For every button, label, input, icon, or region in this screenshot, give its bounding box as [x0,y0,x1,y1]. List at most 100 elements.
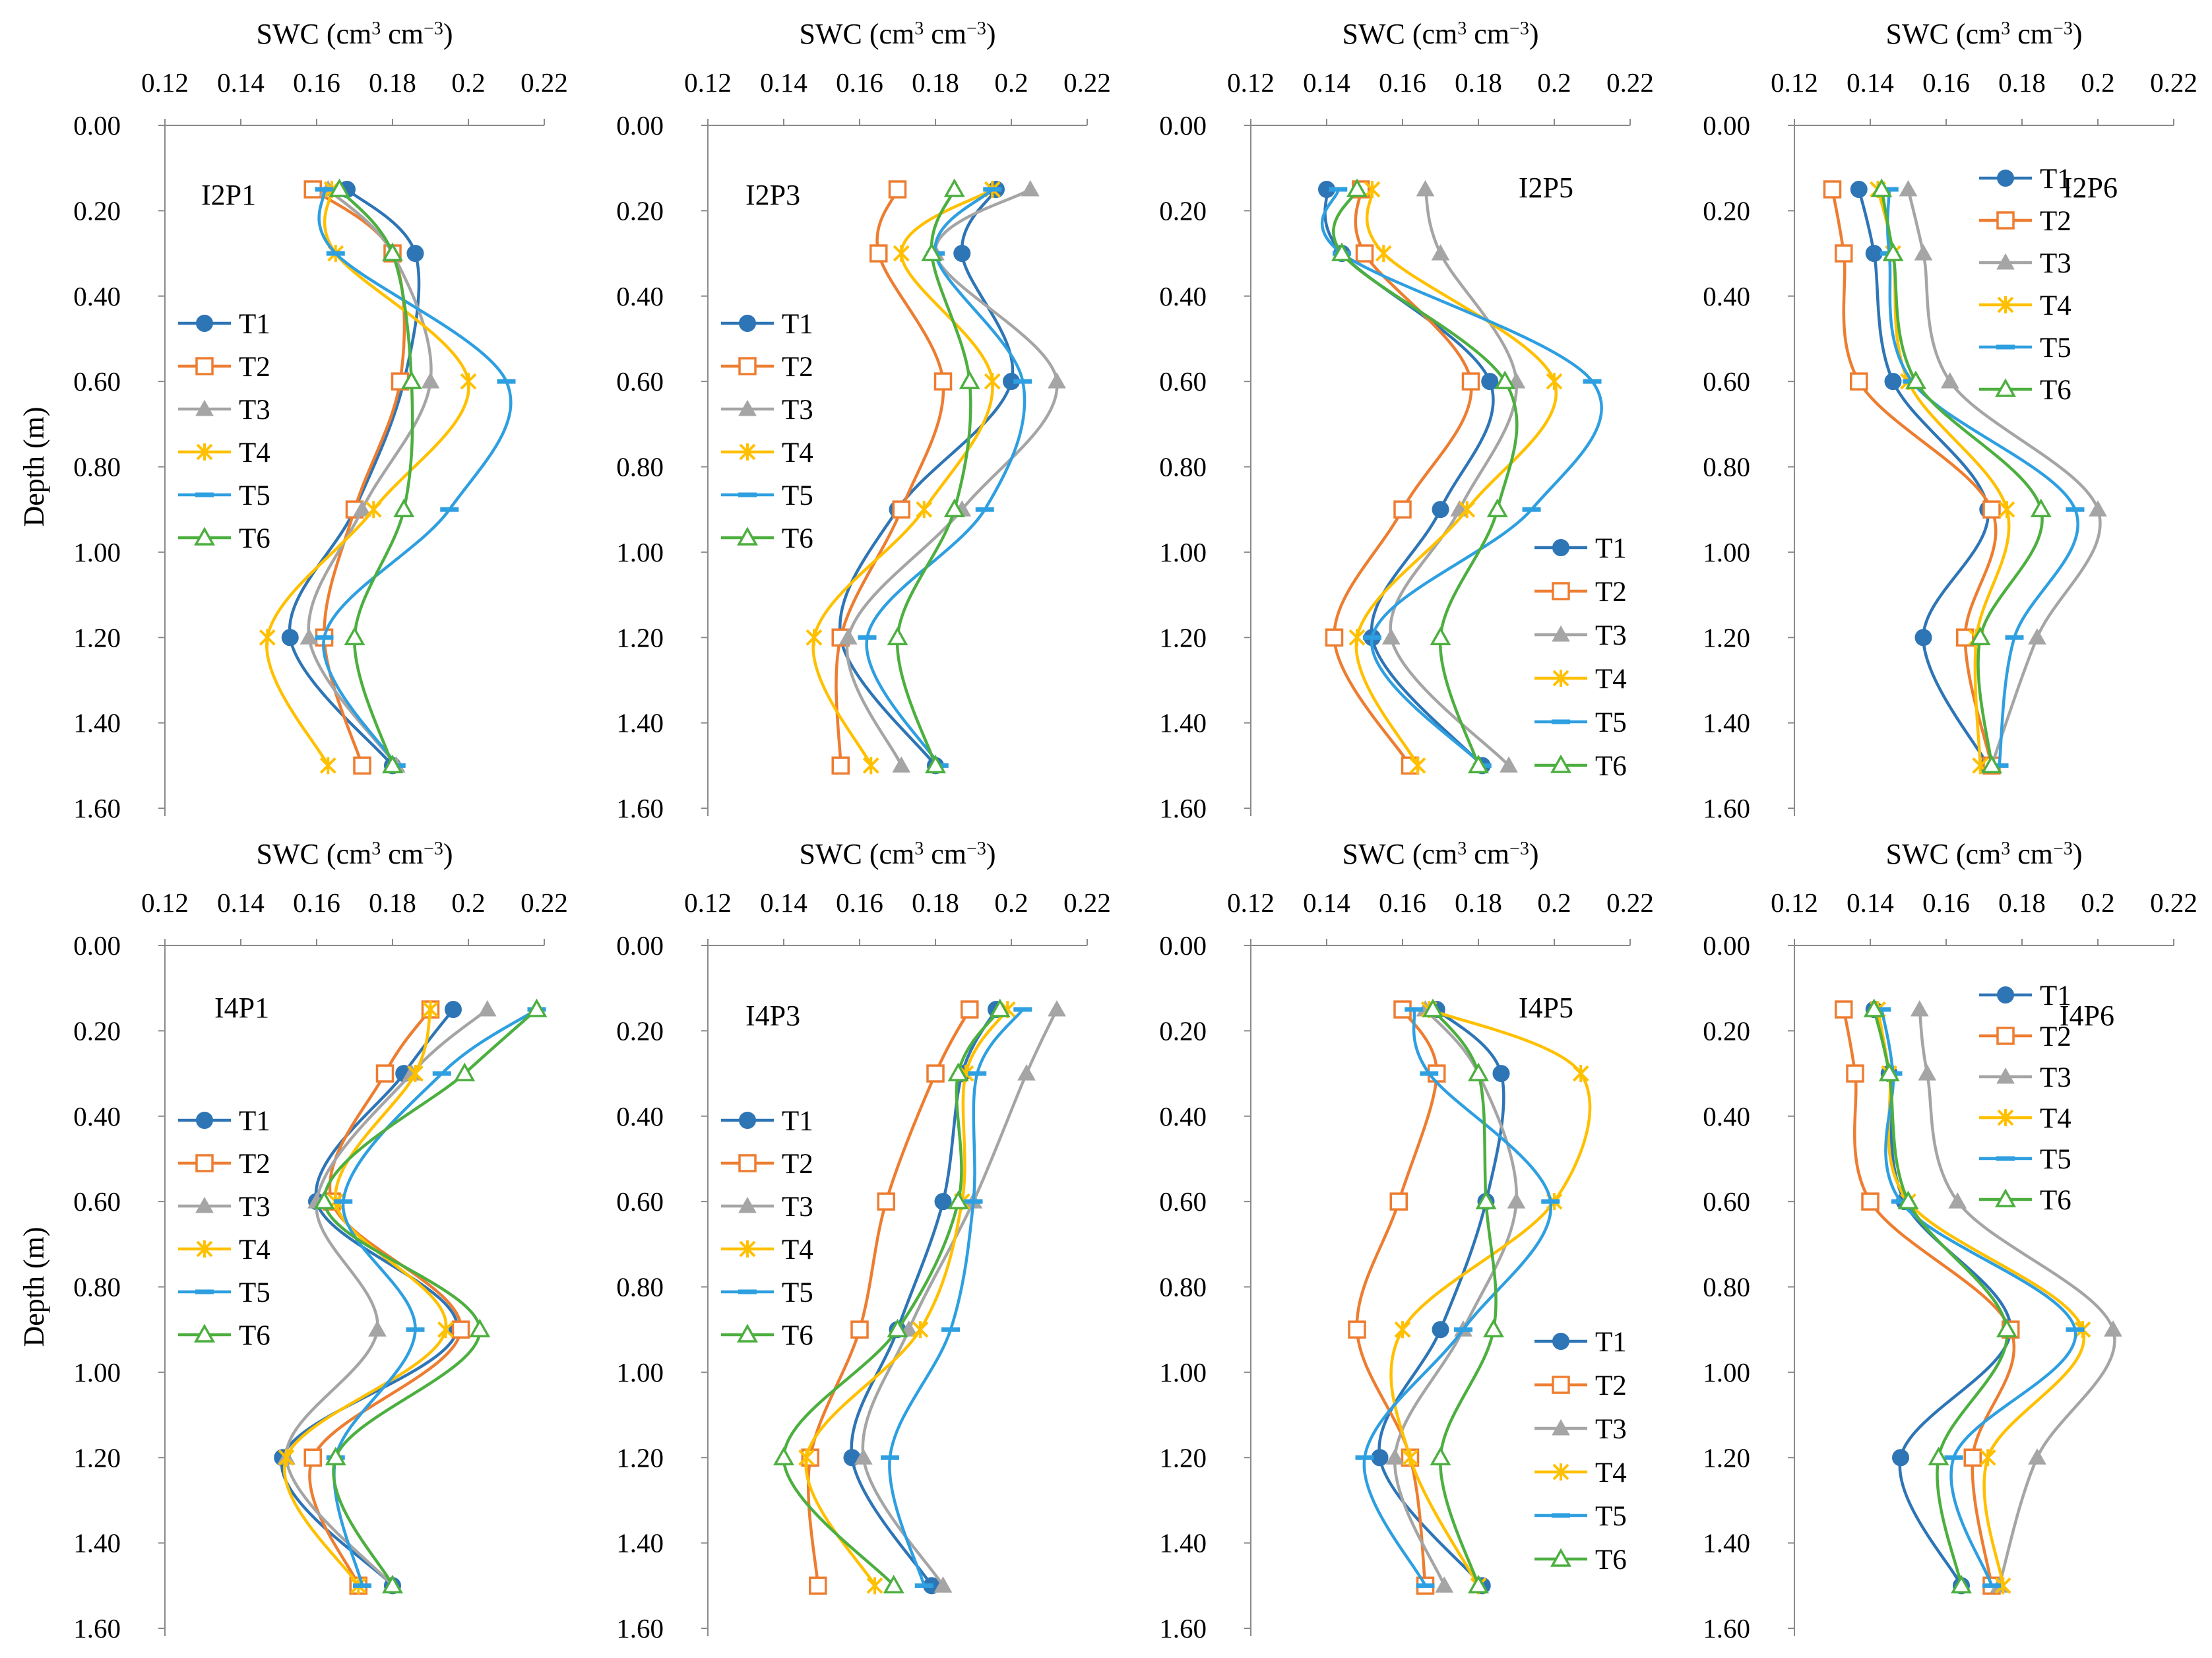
y-tick-label: 0.20 [1703,195,1750,226]
x-tick-label: 0.16 [1379,887,1426,918]
panel-label: I4P3 [745,1000,800,1032]
legend-label-t5: T5 [239,480,270,511]
data-point-t3 [1416,180,1435,197]
data-point-t3 [353,500,371,517]
data-point-t4 [437,1321,454,1339]
legend-marker-t3 [1552,625,1570,642]
x-axis-title-part: ) [1529,18,1539,50]
series-line-t2 [1355,1008,1439,1586]
x-axis-title-part: ) [2073,18,2083,50]
y-tick-label: 1.60 [1159,793,1207,823]
y-tick-label: 1.40 [1159,1528,1207,1558]
series-line-t2 [1831,189,1998,766]
data-point-t6 [959,370,980,389]
legend-label-t2: T2 [2040,206,2071,237]
legend-label-t6: T6 [239,523,270,554]
data-point-t2 [1325,628,1344,647]
legend-label-t2: T2 [239,352,270,383]
data-point-t1 [1850,181,1868,199]
legend-label-t4: T4 [782,1234,813,1265]
data-point-t4 [1998,501,2015,519]
x-tick-label: 0.14 [760,887,807,918]
legend-marker-t4 [739,443,756,461]
legend-marker-t4 [1997,296,2014,313]
x-axis-title-part: cm [924,838,966,870]
data-point-t2 [1846,1064,1864,1083]
x-axis-title: SWC (cm3 cm−3) [257,838,453,870]
x-axis-title-part: SWC (cm [257,18,372,50]
panel-i2p1: 0.12 0.14 0.16 0.18 0.2 0.22 0.00 0.20 0.40 0.60 0… [18,18,568,823]
data-point-t1 [1432,1321,1449,1339]
data-point-t3 [838,628,858,645]
y-tick-label: 0.80 [1703,1272,1750,1302]
y-tick-label: 1.40 [616,708,664,738]
data-point-t2 [353,756,371,775]
data-point-t6 [1897,1190,1919,1209]
data-point-t2 [809,1576,827,1595]
legend-label-t6: T6 [2040,1185,2071,1216]
data-point-t3 [1381,628,1401,645]
panel-i2p5: 0.12 0.14 0.16 0.18 0.2 0.22 0.00 0.20 0.40 0.60 0… [1159,18,1654,823]
data-point-t4 [1979,1449,1996,1467]
data-point-t4 [806,629,823,647]
data-point-t3 [2089,500,2107,517]
data-point-t6 [1430,626,1451,645]
series-line-t3 [1918,1009,2116,1586]
x-tick-label: 0.14 [760,67,807,98]
legend-label-t6: T6 [1595,1545,1627,1576]
y-tick-label: 1.00 [616,1357,664,1387]
legend-marker-t6 [194,526,215,546]
legend-label-t5: T5 [2040,1144,2071,1175]
x-axis-title-superscript: 3 [914,839,924,859]
legend-label-t3: T3 [2040,248,2071,279]
y-tick-label: 1.20 [73,622,121,653]
data-point-t6 [887,1318,908,1337]
y-tick-label: 0.40 [1703,281,1750,311]
y-tick-label: 0.60 [616,1186,664,1217]
x-axis-title-superscript: −3 [966,18,986,39]
data-point-t6 [1871,178,1893,197]
data-point-t3 [1918,1064,1937,1081]
legend-label-t1: T1 [2040,164,2071,195]
data-point-t2 [1348,1320,1366,1339]
legend-label-t2: T2 [239,1149,270,1180]
legend-label-t4: T4 [239,437,270,468]
legend-marker-t6 [1995,378,2016,397]
data-point-t4 [259,629,276,647]
x-axis-title-superscript: −3 [2053,18,2073,39]
legend-marker-t6 [737,1323,758,1343]
legend-marker-t1 [739,1112,756,1129]
data-point-t6 [400,370,422,389]
legend-marker-t1 [196,1112,213,1129]
x-tick-label: 0.16 [1922,887,1970,918]
data-point-t3 [1507,1192,1526,1209]
data-point-t6 [883,1574,904,1594]
legend: T1 T2 T3 T4 T5 T6 [178,309,270,554]
data-point-t3 [478,1000,497,1017]
data-point-t6 [526,998,548,1017]
legend-label-t2: T2 [2040,1021,2071,1052]
data-point-t6 [1969,626,1991,645]
series-line-t5 [865,188,1027,767]
y-tick-label: 1.60 [1703,1613,1750,1643]
series-line-t6 [323,1008,538,1587]
legend-label-t1: T1 [239,1106,270,1137]
x-tick-label: 0.12 [684,887,732,918]
data-point-t3 [1017,1064,1036,1081]
legend-marker-t6 [1550,754,1571,773]
panel-label: I2P6 [2063,172,2118,204]
legend-marker-t2 [738,1154,757,1172]
data-point-t1 [406,245,424,263]
y-tick-label: 0.20 [616,195,664,226]
data-point-t2 [1963,1448,1982,1467]
x-axis-title-part: cm [2010,18,2053,50]
data-point-t4 [798,1449,815,1467]
x-axis-title-part: cm [1467,838,1509,870]
data-point-t6 [887,626,908,645]
legend-label-t2: T2 [1595,1370,1627,1401]
data-point-t4 [1348,629,1366,647]
x-tick-label: 0.22 [1606,67,1654,98]
y-axis-title: Depth (m) [18,1227,50,1347]
data-point-t6 [2030,498,2052,517]
data-point-t2 [926,1064,945,1083]
